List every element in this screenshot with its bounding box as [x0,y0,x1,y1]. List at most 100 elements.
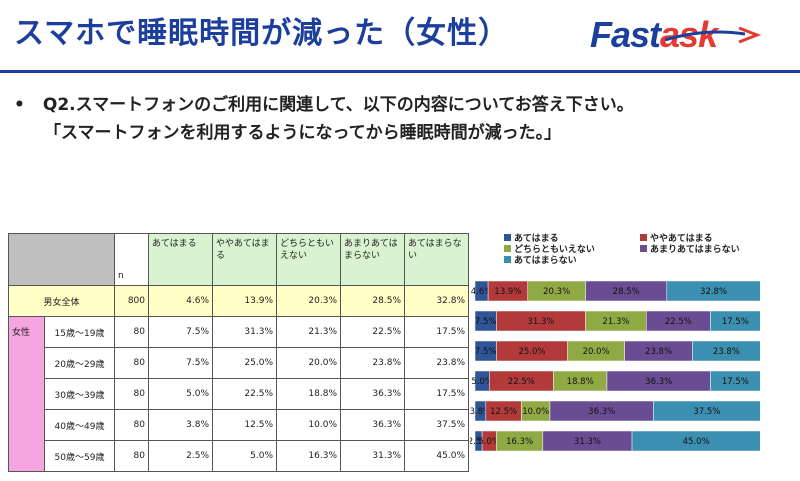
data-label: 7.5% [475,317,497,327]
data-label: 10.0% [522,407,549,417]
data-label: 22.5% [508,377,535,387]
cell-value: 22.5% [212,378,277,410]
legend-label: どちらともいえない [514,243,595,255]
legend-swatch [504,245,511,252]
data-label: 31.3% [527,317,554,327]
data-label: 37.5% [693,407,720,417]
data-label: 32.8% [700,287,727,297]
cell-value: 23.8% [404,347,469,379]
data-label: 2.5% [470,437,489,447]
cell-value: 20.0% [276,347,341,379]
cell-value: 5.0% [148,378,213,410]
row-n: 80 [114,440,149,472]
cell-value: 22.5% [340,316,405,348]
row-n: 80 [114,378,149,410]
data-label: 45.0% [683,437,710,447]
header-col: ややあてはまる [212,233,277,286]
logo-fast: Fast [590,14,661,55]
logo-swoosh-icon [665,26,762,44]
header-col: あまりあてはまらない [340,233,405,286]
header-col: どちらともいえない [276,233,341,286]
bar-segment [666,280,761,302]
data-label: 16.3% [506,437,533,447]
legend-label: あてはまらない [514,255,577,266]
cell-value: 45.0% [404,440,469,472]
bullet: • [14,95,25,115]
cell-value: 37.5% [404,409,469,441]
page-title: スマホで睡眠時間が減った（女性） [14,16,510,51]
data-label: 13.9% [494,287,521,297]
cell-value: 21.3% [276,316,341,348]
cell-value: 5.0% [212,440,277,472]
group-label: 女性 [8,316,45,472]
cell-value: 2.5% [148,440,213,472]
cell-value: 13.9% [212,285,277,317]
data-label: 5.0% [478,437,500,447]
cell-value: 7.5% [148,316,213,348]
table-row: 20歳～29歳 80 7.5% 25.0% 20.0% 23.8% 23.8% [9,347,469,379]
row-n: 80 [114,409,149,441]
cell-value: 20.3% [276,285,341,317]
data-label: 18.8% [567,377,594,387]
table-row: 50歳～59歳 80 2.5% 5.0% 16.3% 31.3% 45.0% [9,440,469,472]
data-label: 20.3% [543,287,570,297]
data-label: 22.5% [665,317,692,327]
legend-label: ややあてはまる [650,233,713,244]
legend-swatch [504,256,511,263]
question-line-1: • Q2.スマートフォンのご利用に関連して、以下の内容についてお答え下さい。 [14,90,634,115]
row-label: 40歳～49歳 [44,409,115,441]
data-label: 12.5% [490,407,517,417]
row-n: 800 [114,285,149,317]
bar-segment [710,310,761,332]
header-blank-cell [8,233,115,286]
bar-segment [692,340,761,362]
data-label: 3.8% [470,407,491,417]
table-row: 30歳～39歳 80 5.0% 22.5% 18.8% 36.3% 17.5% [9,378,469,410]
table-row: 男女全体 800 4.6% 13.9% 20.3% 28.5% 32.8% [8,285,469,317]
cell-value: 3.8% [148,409,213,441]
row-n: 80 [114,316,149,348]
data-label: 36.3% [588,407,615,417]
legend-label: あてはまる [514,233,559,244]
row-label: 50歳～59歳 [44,440,115,472]
cell-value: 16.3% [276,440,341,472]
data-label: 5.0% [471,377,493,387]
data-label: 7.5% [475,347,497,357]
header-col: あてはまらない [404,233,469,286]
cell-value: 36.3% [340,378,405,410]
data-label: 20.0% [583,347,610,357]
data-label: 28.5% [613,287,640,297]
results-table: n あてはまる ややあてはまる どちらともいえない あまりあてはまらない あては… [8,233,469,472]
table-row: 女性 15歳～19歳 80 7.5% 31.3% 21.3% 22.5% 17.… [8,316,469,472]
legend-swatch [640,245,647,252]
bar-segment [631,430,761,452]
row-label: 20歳～29歳 [44,347,115,379]
cell-value: 23.8% [340,347,405,379]
bar-segment [653,400,761,422]
data-label: 23.8% [713,347,740,357]
table-row: 40歳～49歳 80 3.8% 12.5% 10.0% 36.3% 37.5% [9,409,469,441]
data-label: 25.0% [518,347,545,357]
cell-value: 36.3% [340,409,405,441]
row-label: 男女全体 [8,285,115,317]
legend-label: あまりあてはまらない [650,244,740,255]
legend-swatch [504,234,511,241]
cell-value: 28.5% [340,285,405,317]
data-label: 17.5% [722,377,749,387]
row-n: 80 [114,347,149,379]
cell-value: 12.5% [212,409,277,441]
data-label: 17.5% [722,317,749,327]
cell-value: 7.5% [148,347,213,379]
data-label: 23.8% [645,347,672,357]
header-n: n [114,233,149,286]
question-line-2: 「スマートフォンを利用するようになってから睡眠時間が減った。」 [44,123,562,143]
cell-value: 4.6% [148,285,213,317]
header-col: あてはまる [148,233,213,286]
cell-value: 25.0% [212,347,277,379]
legend-swatch [640,234,647,241]
bar-segment [710,370,761,392]
question-text: Q2.スマートフォンのご利用に関連して、以下の内容についてお答え下さい。 [42,95,634,115]
cell-value: 18.8% [276,378,341,410]
cell-value: 31.3% [212,316,277,348]
